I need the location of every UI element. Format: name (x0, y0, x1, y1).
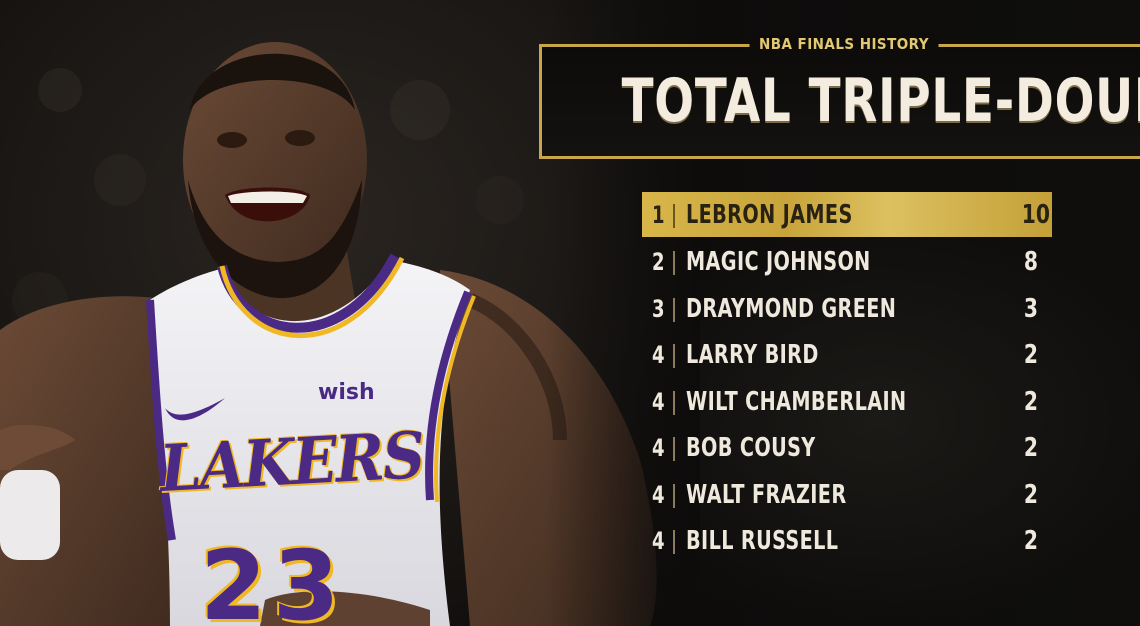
row-player-name: WALT FRAZIER (686, 479, 847, 510)
row-divider (673, 437, 675, 461)
row-divider (673, 251, 675, 275)
row-rank: 4 (652, 527, 665, 555)
leaderboard-row: 3 DRAYMOND GREEN 3 (642, 286, 1052, 333)
row-count: 2 (1023, 386, 1038, 417)
title-frame (539, 44, 1140, 159)
leaderboard-row: 1 LEBRON JAMES 10 (642, 192, 1052, 237)
row-count: 2 (1023, 526, 1038, 556)
jersey-team-wordmark: LAKERS (158, 418, 426, 507)
page-title: TOTAL TRIPLE-DOUBLES (621, 66, 1140, 136)
row-player-name: DRAYMOND GREEN (686, 293, 897, 324)
row-rank: 4 (652, 434, 665, 462)
row-count: 2 (1023, 479, 1038, 510)
row-rank: 3 (652, 294, 665, 323)
header-kicker: NBA FINALS HISTORY (749, 33, 939, 55)
leaderboard-row: 4 BILL RUSSELL 2 (642, 518, 1052, 565)
row-player-name: BILL RUSSELL (686, 526, 839, 556)
leaderboard-row: 4 WALT FRAZIER 2 (642, 472, 1052, 519)
jersey-sponsor-logo: wish (318, 380, 375, 405)
row-count: 2 (1023, 433, 1038, 463)
row-count: 10 (1021, 200, 1050, 230)
row-divider (673, 530, 675, 554)
leaderboard: 1 LEBRON JAMES 10 2 MAGIC JOHNSON 8 3 DR… (642, 192, 1052, 565)
row-rank: 4 (652, 480, 665, 509)
row-rank: 4 (652, 387, 665, 416)
row-player-name: LEBRON JAMES (686, 200, 853, 230)
row-player-name: LARRY BIRD (686, 340, 819, 370)
row-player-name: BOB COUSY (686, 433, 816, 463)
row-count: 8 (1023, 247, 1038, 277)
row-divider (673, 204, 675, 228)
row-divider (673, 344, 675, 368)
row-divider (673, 483, 675, 508)
leaderboard-row: 4 WILT CHAMBERLAIN 2 (642, 379, 1052, 426)
leaderboard-row: 4 BOB COUSY 2 (642, 425, 1052, 472)
jersey-number: 23 (200, 530, 346, 626)
leaderboard-row: 4 LARRY BIRD 2 (642, 332, 1052, 379)
row-rank: 4 (652, 341, 665, 369)
row-divider (673, 297, 675, 322)
row-player-name: WILT CHAMBERLAIN (686, 386, 907, 417)
row-count: 3 (1023, 293, 1038, 324)
leaderboard-row: 2 MAGIC JOHNSON 8 (642, 239, 1052, 286)
row-count: 2 (1023, 340, 1038, 370)
row-rank: 2 (652, 248, 665, 276)
row-divider (673, 390, 675, 415)
row-player-name: MAGIC JOHNSON (686, 247, 871, 277)
row-rank: 1 (652, 201, 665, 229)
